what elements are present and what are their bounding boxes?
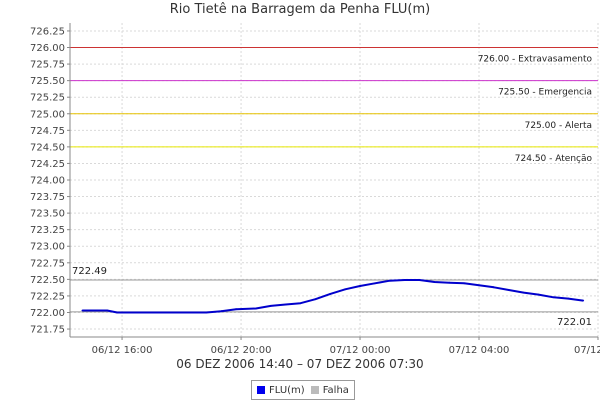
data-point — [314, 298, 317, 301]
x-tick-label: 07/12 00:00 — [330, 345, 391, 356]
axis-layer — [67, 23, 599, 340]
legend-item-flu: FLU(m) — [257, 385, 305, 396]
y-tick-label: 723.00 — [30, 242, 65, 253]
data-point — [116, 311, 118, 314]
y-tick-label: 725.50 — [30, 76, 65, 87]
y-tick-label: 722.00 — [30, 308, 65, 319]
data-point — [567, 297, 570, 300]
threshold-label: 725.50 - Emergencia — [498, 88, 592, 98]
legend-label-flu: FLU(m) — [269, 384, 305, 396]
data-point — [180, 311, 183, 314]
legend-swatch-falha — [310, 386, 319, 394]
y-tick-label: 724.00 — [30, 176, 65, 187]
data-point — [478, 284, 480, 287]
data-point — [552, 296, 555, 299]
x-tick-label: 06/12 20:00 — [211, 345, 272, 356]
y-tick-label: 724.50 — [30, 142, 65, 153]
data-point — [235, 308, 237, 311]
legend-swatch-flu — [257, 386, 265, 394]
y-tick-label: 723.25 — [30, 225, 65, 236]
threshold-label: 724.50 - Atenção — [515, 154, 593, 164]
data-point — [388, 279, 391, 282]
data-point — [463, 282, 466, 285]
x-tick-label: 07/12 04:00 — [449, 345, 510, 356]
chart-title: Rio Tietê na Barragem da Penha FLU(m) — [169, 2, 431, 17]
data-point — [448, 281, 451, 284]
y-tick-label: 721.75 — [30, 325, 65, 336]
data-point — [220, 310, 223, 313]
data-point — [433, 281, 436, 283]
y-tick-label: 725.00 — [30, 109, 65, 120]
data-point — [269, 304, 272, 307]
y-tick-label: 725.25 — [30, 93, 65, 104]
data-point — [374, 282, 376, 285]
series-layer — [81, 279, 585, 314]
x-tick-label: 06/12 16:00 — [92, 345, 153, 356]
y-tick-label: 723.50 — [30, 209, 65, 220]
data-point — [284, 303, 287, 306]
data-point — [106, 309, 109, 312]
data-point — [150, 311, 153, 314]
y-tick-label: 724.75 — [30, 126, 65, 137]
reference-label: 722.01 — [557, 317, 592, 328]
data-point — [329, 293, 332, 295]
label-layer: 721.75 722.00 722.25 722.50 722.75 723.00 723.… — [30, 26, 600, 356]
y-tick-label: 722.75 — [30, 258, 65, 269]
data-point — [299, 302, 302, 305]
data-point — [81, 309, 84, 312]
y-tick-label: 726.25 — [30, 26, 65, 37]
data-point — [507, 289, 510, 291]
y-tick-label: 725.75 — [30, 60, 65, 71]
reference-label: 722.49 — [72, 266, 107, 277]
threshold-label: 725.00 - Alerta — [525, 121, 592, 131]
legend-item-falha: Falha — [310, 384, 349, 396]
data-point — [205, 311, 208, 314]
legend-label-falha: Falha — [322, 384, 349, 396]
chart-subtitle: 06 DEZ 2006 14:40 – 07 DEZ 2006 07:30 — [176, 357, 424, 371]
x-tick-label: 07/12 08: — [574, 345, 600, 356]
y-tick-label: 724.25 — [30, 159, 65, 170]
data-point — [582, 299, 585, 302]
threshold-label: 726.00 - Extravasamento — [478, 55, 593, 65]
legend: FLU(m) Falha — [251, 380, 355, 400]
y-tick-label: 726.00 — [30, 43, 65, 54]
data-point — [418, 279, 421, 281]
y-tick-label: 722.25 — [30, 291, 65, 302]
data-point — [255, 307, 257, 310]
threshold-layer — [70, 47, 598, 313]
y-tick-label: 723.75 — [30, 192, 65, 203]
data-point — [344, 288, 347, 291]
data-point — [492, 286, 495, 289]
data-point — [359, 285, 361, 287]
data-point — [403, 279, 406, 281]
data-point — [537, 293, 540, 296]
data-point — [522, 291, 525, 294]
y-tick-label: 722.50 — [30, 275, 65, 286]
